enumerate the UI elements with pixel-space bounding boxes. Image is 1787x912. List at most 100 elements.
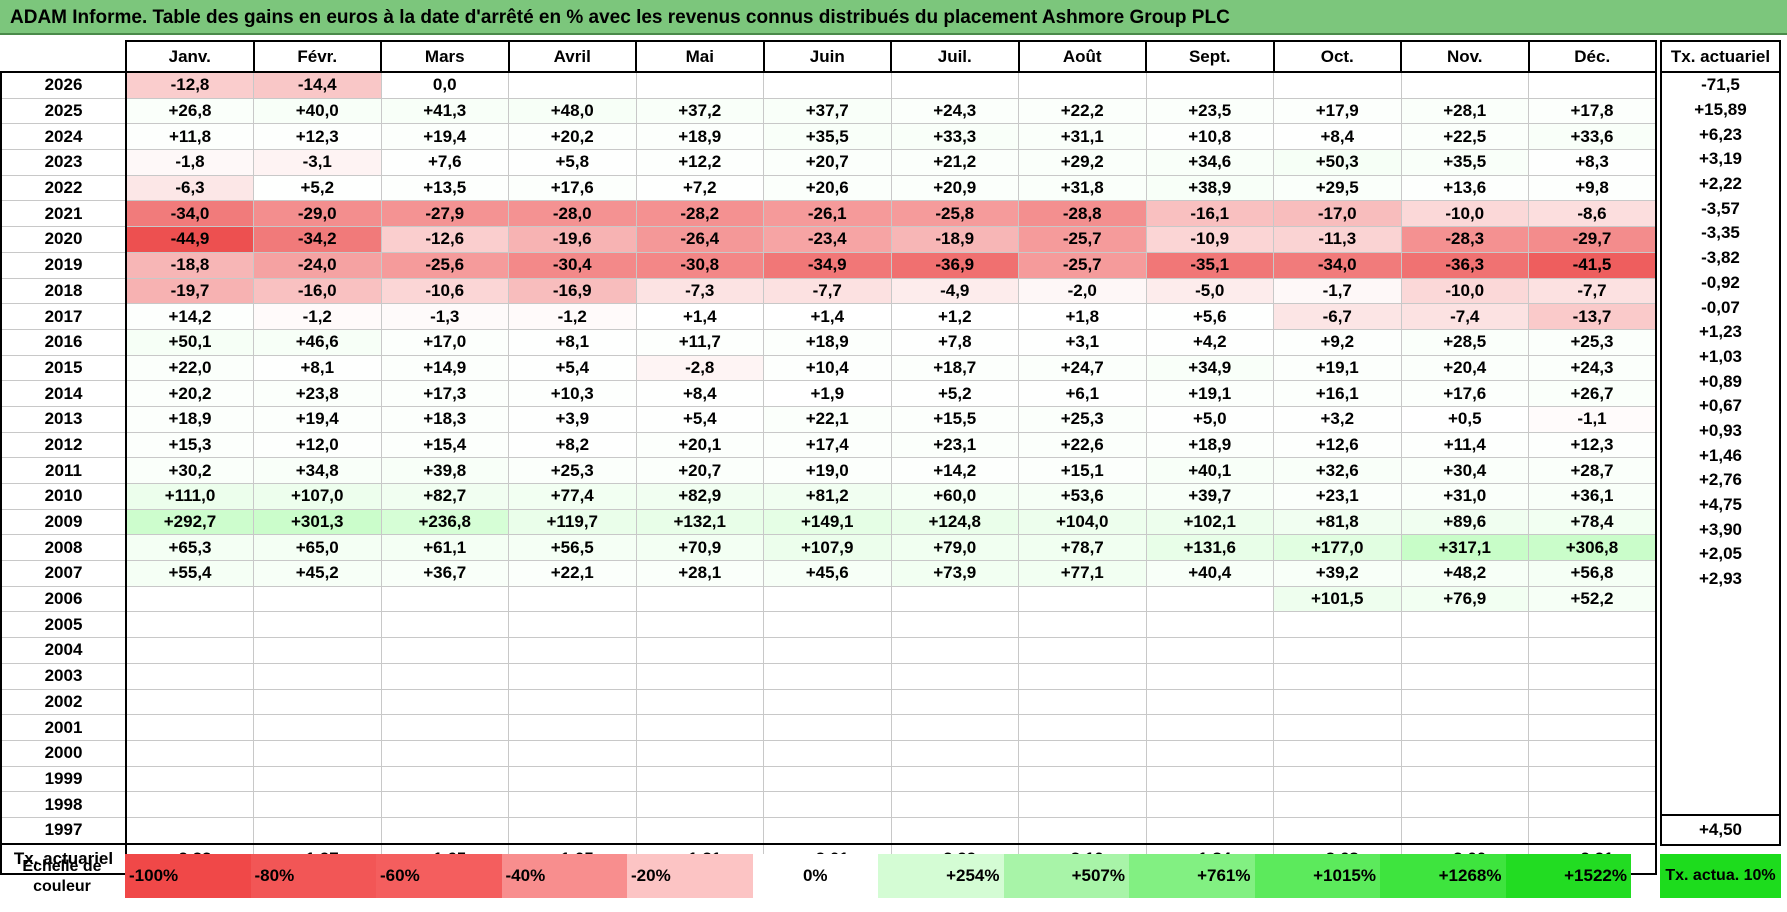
gain-cell: +25,3 bbox=[1528, 328, 1657, 356]
gain-cell bbox=[890, 688, 1019, 716]
rate-row bbox=[1660, 690, 1781, 715]
gain-cell: +76,9 bbox=[1400, 585, 1529, 613]
year-label: 2002 bbox=[0, 688, 127, 716]
gain-cell: +14,2 bbox=[125, 303, 254, 330]
gain-cell bbox=[1273, 637, 1402, 664]
rate-cell bbox=[1660, 591, 1781, 617]
gain-cell: +19,4 bbox=[380, 123, 509, 151]
gain-cell: +5,6 bbox=[1145, 303, 1274, 330]
gain-cell: +6,1 bbox=[1018, 380, 1147, 407]
table-row: 2005 bbox=[0, 611, 1657, 639]
gain-cell bbox=[253, 739, 382, 767]
gain-cell: -41,5 bbox=[1528, 251, 1657, 279]
gain-cell: +306,8 bbox=[1528, 534, 1657, 562]
gain-cell: +40,0 bbox=[253, 97, 382, 125]
gain-cell: -36,9 bbox=[890, 251, 1019, 279]
table-row: 2016 +50,1 +46,6 +17,0 +8,1 +11,7 +18,9 +7,8 +3,… bbox=[0, 328, 1657, 356]
gain-cell: +37,7 bbox=[763, 97, 892, 125]
rate-cell bbox=[1660, 788, 1781, 815]
gain-cell: -16,0 bbox=[253, 277, 382, 305]
gain-cell: +81,8 bbox=[1273, 508, 1402, 536]
gain-cell: +46,6 bbox=[253, 328, 382, 356]
rate-row: +0,93 bbox=[1660, 418, 1781, 444]
table-row: 2006 +101,5 +76,9 +52,2 bbox=[0, 585, 1657, 613]
report-title: ADAM Informe. Table des gains en euros à… bbox=[0, 0, 1787, 35]
year-label: 1997 bbox=[0, 816, 127, 845]
gain-cell bbox=[1273, 739, 1402, 767]
month-header-5: Mai bbox=[635, 40, 765, 73]
gain-cell bbox=[635, 637, 764, 664]
gain-cell: -12,6 bbox=[380, 226, 509, 253]
gain-cell bbox=[635, 765, 764, 793]
gain-cell: +40,1 bbox=[1145, 457, 1274, 484]
rate-row: +2,93 bbox=[1660, 566, 1781, 592]
year-label: 2015 bbox=[0, 354, 127, 382]
gain-cell bbox=[763, 611, 892, 639]
gain-cell: -8,6 bbox=[1528, 200, 1657, 228]
gain-cell: -10,0 bbox=[1400, 277, 1529, 305]
gain-cell: +19,4 bbox=[253, 405, 382, 433]
gain-cell bbox=[380, 714, 509, 741]
rate-cell: +3,90 bbox=[1660, 517, 1781, 543]
gain-cell bbox=[253, 791, 382, 818]
gain-cell: +10,3 bbox=[508, 380, 637, 407]
gain-cell bbox=[1018, 791, 1147, 818]
gain-cell: +8,3 bbox=[1528, 149, 1657, 176]
gain-cell bbox=[125, 816, 254, 845]
month-header-7: Juil. bbox=[890, 40, 1020, 73]
gain-cell bbox=[125, 637, 254, 664]
gain-cell bbox=[508, 611, 637, 639]
gain-cell: +31,8 bbox=[1018, 174, 1147, 202]
year-label: 2026 bbox=[0, 71, 127, 99]
gain-cell bbox=[253, 585, 382, 613]
gain-cell: -13,7 bbox=[1528, 303, 1657, 330]
gain-cell: +1,8 bbox=[1018, 303, 1147, 330]
gain-cell: +20,7 bbox=[635, 457, 764, 484]
table-row: 2021 -34,0 -29,0 -27,9 -28,0 -28,2 -26,1 -25,8-… bbox=[0, 200, 1657, 228]
rate-row: +3,19 bbox=[1660, 147, 1781, 172]
gain-cell: -1,1 bbox=[1528, 405, 1657, 433]
rate-cell bbox=[1660, 665, 1781, 691]
gain-cell: +11,4 bbox=[1400, 431, 1529, 459]
gain-cell: +8,2 bbox=[508, 431, 637, 459]
gain-cell: +77,4 bbox=[508, 483, 637, 510]
actuarial-rate-table: Tx. actuariel -71,5 +15,89 +6,23 +3,19 +2,22… bbox=[1660, 40, 1781, 846]
gain-cell: +131,6 bbox=[1145, 534, 1274, 562]
rate-cell: +2,22 bbox=[1660, 171, 1781, 197]
gain-cell bbox=[1273, 791, 1402, 818]
gain-cell: +41,3 bbox=[380, 97, 509, 125]
gain-cell bbox=[635, 816, 764, 845]
gain-cell: +45,2 bbox=[253, 560, 382, 587]
gain-cell bbox=[1018, 739, 1147, 767]
gain-cell bbox=[1400, 816, 1529, 845]
gain-cell: -24,0 bbox=[253, 251, 382, 279]
gain-cell: +8,1 bbox=[508, 328, 637, 356]
gain-cell bbox=[635, 611, 764, 639]
gain-cell: -1,2 bbox=[508, 303, 637, 330]
rate-cell: +15,89 bbox=[1660, 97, 1781, 123]
gain-cell bbox=[1273, 688, 1402, 716]
gain-cell: +13,5 bbox=[380, 174, 509, 202]
gain-cell: +12,6 bbox=[1273, 431, 1402, 459]
gain-cell: -18,8 bbox=[125, 251, 254, 279]
rate-row: +0,89 bbox=[1660, 369, 1781, 394]
color-scale-step: -40% bbox=[501, 854, 627, 898]
color-scale: Echelle de couleur Tx. actua. 10% -100% -… bbox=[0, 852, 1787, 902]
corner-cell bbox=[1, 41, 127, 73]
gain-cell: -35,1 bbox=[1145, 251, 1274, 279]
gain-cell: +36,1 bbox=[1528, 483, 1657, 510]
year-label: 2007 bbox=[0, 560, 127, 587]
gain-cell: -17,0 bbox=[1273, 200, 1402, 228]
gain-cell bbox=[1018, 585, 1147, 613]
gain-cell: +23,5 bbox=[1145, 97, 1274, 125]
gain-cell: -6,7 bbox=[1273, 303, 1402, 330]
gain-cell bbox=[635, 71, 764, 99]
gain-cell bbox=[1273, 71, 1402, 99]
gain-cell: -16,9 bbox=[508, 277, 637, 305]
gain-cell: +104,0 bbox=[1018, 508, 1147, 536]
gain-cell: +24,7 bbox=[1018, 354, 1147, 382]
color-scale-step: -60% bbox=[376, 854, 502, 898]
gain-cell: +17,6 bbox=[1400, 380, 1529, 407]
gain-cell bbox=[1528, 791, 1657, 818]
gain-cell bbox=[763, 585, 892, 613]
